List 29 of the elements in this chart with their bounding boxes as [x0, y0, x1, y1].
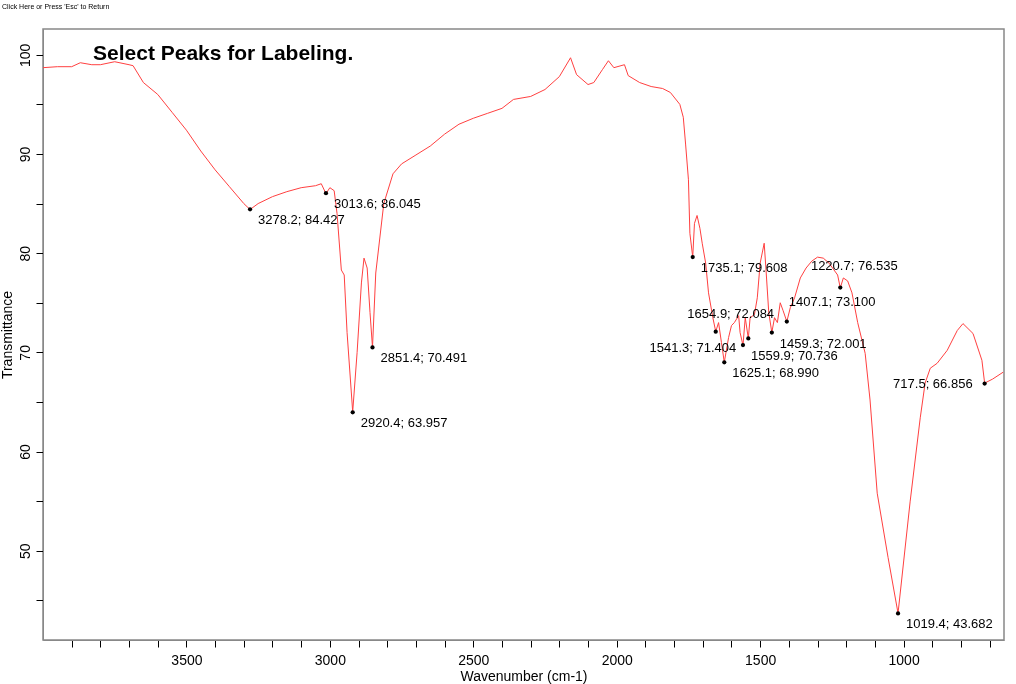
annotation: 1625.1; 68.990: [732, 365, 820, 381]
annotation: 1654.9; 72.084: [687, 305, 775, 321]
y-tick-label: 100: [16, 43, 33, 67]
annotation: 717.5; 66.856: [893, 375, 973, 391]
annotation: 1735.1; 79.608: [700, 260, 788, 276]
y-tick-label: 70: [16, 344, 33, 361]
x-tick-label: 1500: [745, 651, 777, 668]
annotation: 3013.6; 86.045: [333, 196, 421, 212]
y-tick-label: 60: [16, 444, 33, 460]
x-tick-label: 1000: [888, 651, 920, 668]
annotation: 2920.4; 63.957: [360, 415, 448, 431]
x-tick-label: 2000: [601, 651, 634, 668]
x-tick-label: 3000: [314, 651, 347, 668]
annotation: 2851.4; 70.491: [380, 350, 468, 366]
y-axis-title: Transmittance: [0, 290, 15, 380]
x-tick-label: 2500: [458, 651, 490, 668]
x-tick-label: 3500: [171, 651, 203, 668]
y-tick-label: 80: [16, 245, 33, 262]
y-tick-label: 50: [16, 543, 33, 560]
annotation: 1407.1; 73.100: [788, 293, 876, 309]
annotation: 1459.3; 72.001: [779, 335, 867, 351]
annotation: 1019.4; 43.682: [906, 616, 993, 632]
annotation: 3278.2; 84.427: [258, 212, 345, 228]
y-tick-label: 90: [16, 146, 33, 163]
annotation: 1559.9; 70.736: [750, 348, 838, 364]
text: Select Peaks for Labeling.: [93, 41, 354, 64]
annotation: 1220.7; 76.535: [810, 257, 898, 273]
x-axis-title: Wavenumber (cm-1): [460, 667, 588, 684]
annotation: 1541.3; 71.404: [649, 340, 737, 356]
